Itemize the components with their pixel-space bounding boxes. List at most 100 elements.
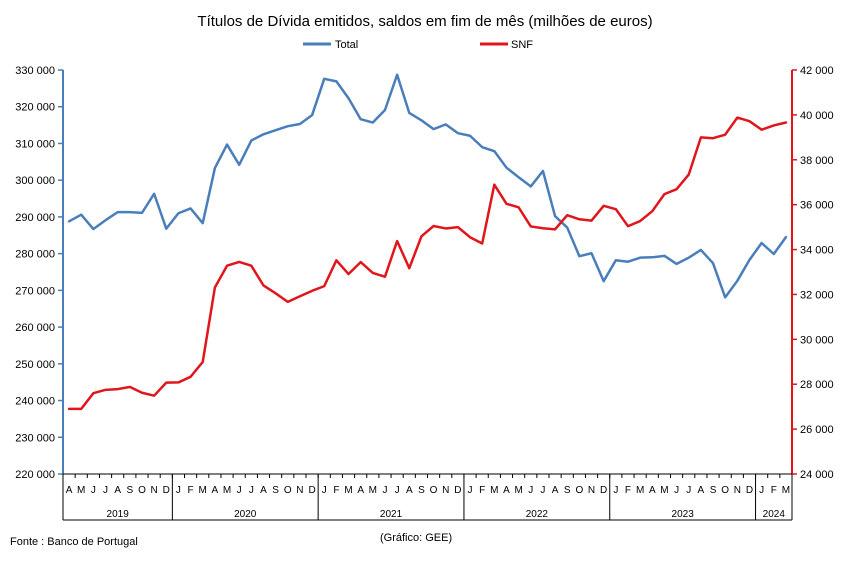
x-tick-label: S (710, 485, 717, 496)
x-tick-label: J (382, 485, 387, 496)
left-tick-label: 310 000 (15, 138, 55, 150)
right-tick-label: 36 000 (800, 200, 834, 212)
x-tick-label: A (406, 485, 413, 496)
x-tick-label: A (66, 485, 73, 496)
x-tick-label: O (575, 485, 583, 496)
x-tick-label: M (636, 485, 644, 496)
x-tick-label: N (734, 485, 741, 496)
legend-label-snf: SNF (511, 39, 533, 51)
x-tick-label: J (613, 485, 618, 496)
source-note: Fonte : Banco de Portugal (10, 536, 138, 548)
year-label: 2024 (763, 509, 786, 520)
x-tick-label: M (782, 485, 790, 496)
x-tick-label: S (272, 485, 279, 496)
x-tick-label: S (564, 485, 571, 496)
x-tick-label: O (284, 485, 292, 496)
right-tick-label: 24 000 (800, 469, 834, 481)
left-tick-label: 260 000 (15, 322, 55, 334)
chart-credit: (Gráfico: GEE) (380, 532, 452, 544)
x-tick-label: J (249, 485, 254, 496)
series-line-total (67, 73, 788, 299)
x-tick-label: D (746, 485, 753, 496)
x-tick-label: D (163, 485, 170, 496)
chart-title: Títulos de Dívida emitidos, saldos em fi… (197, 13, 652, 30)
x-tick-label: J (674, 485, 679, 496)
x-tick-label: F (333, 485, 339, 496)
x-tick-label: A (212, 485, 219, 496)
x-tick-label: J (528, 485, 533, 496)
x-tick-label: F (188, 485, 194, 496)
left-tick-label: 330 000 (15, 65, 55, 77)
x-tick-label: N (296, 485, 303, 496)
right-tick-label: 38 000 (800, 155, 834, 167)
x-tick-label: O (138, 485, 146, 496)
left-tick-label: 270 000 (15, 285, 55, 297)
x-tick-label: F (479, 485, 485, 496)
x-tick-label: D (454, 485, 461, 496)
x-tick-label: S (418, 485, 425, 496)
legend-label-total: Total (335, 39, 358, 51)
year-label: 2022 (526, 509, 549, 520)
x-tick-label: N (588, 485, 595, 496)
x-tick-label: J (540, 485, 545, 496)
right-tick-label: 34 000 (800, 245, 834, 257)
right-tick-label: 26 000 (800, 424, 834, 436)
x-tick-label: D (600, 485, 607, 496)
x-tick-label: J (395, 485, 400, 496)
x-tick-label: M (223, 485, 231, 496)
x-tick-label: A (260, 485, 267, 496)
x-tick-label: J (103, 485, 108, 496)
left-tick-label: 320 000 (15, 102, 55, 114)
x-tick-label: J (91, 485, 96, 496)
series-line-snf (67, 116, 788, 411)
left-tick-label: 250 000 (15, 359, 55, 371)
x-tick-label: A (552, 485, 559, 496)
left-tick-label: 220 000 (15, 469, 55, 481)
x-tick-label: A (649, 485, 656, 496)
x-tick-label: S (126, 485, 133, 496)
x-tick-label: N (442, 485, 449, 496)
x-tick-label: M (514, 485, 522, 496)
left-tick-label: 280 000 (15, 249, 55, 261)
left-tick-label: 290 000 (15, 212, 55, 224)
x-tick-label: J (322, 485, 327, 496)
x-tick-label: M (77, 485, 85, 496)
year-label: 2020 (234, 509, 257, 520)
year-label: 2021 (380, 509, 403, 520)
x-tick-label: J (468, 485, 473, 496)
x-tick-label: A (503, 485, 510, 496)
right-tick-label: 42 000 (800, 65, 834, 77)
x-tick-label: M (660, 485, 668, 496)
series-lines (67, 73, 788, 411)
right-tick-label: 30 000 (800, 334, 834, 346)
year-label: 2023 (672, 509, 695, 520)
x-tick-label: D (308, 485, 315, 496)
x-tick-label: A (698, 485, 705, 496)
x-tick-label: O (721, 485, 729, 496)
x-tick-label: F (771, 485, 777, 496)
left-tick-label: 300 000 (15, 175, 55, 187)
x-tick-label: O (430, 485, 438, 496)
x-tick-label: M (344, 485, 352, 496)
right-tick-label: 28 000 (800, 379, 834, 391)
x-tick-label: A (114, 485, 121, 496)
x-tick-label: J (176, 485, 181, 496)
right-tick-label: 40 000 (800, 110, 834, 122)
x-tick-label: N (151, 485, 158, 496)
x-tick-label: M (199, 485, 207, 496)
x-tick-label: M (490, 485, 498, 496)
axes: 220 000 230 000 240 000 250 000 260 000 270 0… (15, 65, 833, 481)
right-tick-label: 32 000 (800, 289, 834, 301)
left-tick-label: 230 000 (15, 432, 55, 444)
x-tick-label: F (625, 485, 631, 496)
x-tick-label: J (686, 485, 691, 496)
x-tick-label: J (759, 485, 764, 496)
x-tick-label: J (237, 485, 242, 496)
year-label: 2019 (107, 509, 130, 520)
left-tick-label: 240 000 (15, 396, 55, 408)
legend: Total SNF (303, 39, 533, 51)
x-tick-label: M (369, 485, 377, 496)
